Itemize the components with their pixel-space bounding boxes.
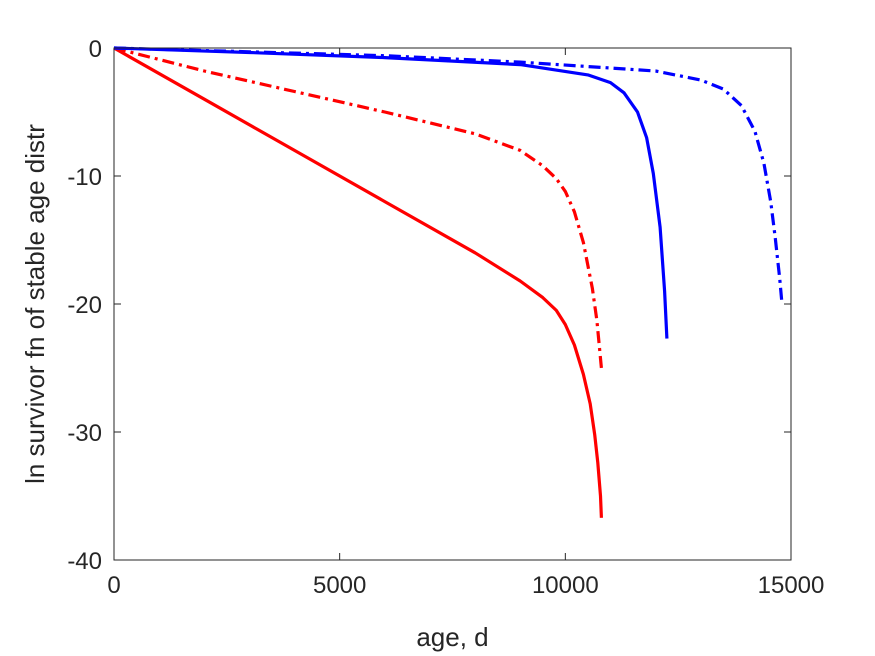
y-tick-label: -40 <box>67 548 102 575</box>
y-tick-label: -10 <box>67 164 102 191</box>
axes-layer: 0 5000 10000 15000 0 -10 -20 -30 -40 <box>67 36 824 599</box>
series-line-1 <box>113 46 603 518</box>
x-axis-title: age, d <box>416 622 488 652</box>
y-tick-label: -20 <box>67 292 102 319</box>
plot-background <box>114 48 791 560</box>
x-tick-label: 10000 <box>532 572 599 599</box>
series-line-3 <box>113 46 669 339</box>
series-layer <box>113 46 784 518</box>
y-tick-label: 0 <box>89 36 102 63</box>
series-line-2 <box>113 46 603 369</box>
series-line-4 <box>113 46 784 305</box>
x-tick-label: 0 <box>107 572 120 599</box>
plot-area <box>114 48 791 560</box>
y-axis-title: ln survivor fn of stable age distr <box>20 124 50 484</box>
y-tick-label: -30 <box>67 420 102 447</box>
x-tick-label: 5000 <box>313 572 366 599</box>
x-tick-label: 15000 <box>758 572 825 599</box>
